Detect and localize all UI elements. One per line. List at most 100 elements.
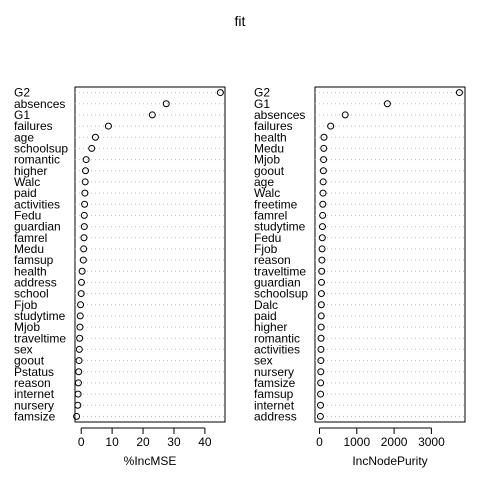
x-tick-label: 3000 (418, 435, 445, 449)
variable-label: famsize (14, 409, 56, 423)
chart-title: fit (235, 13, 246, 29)
data-point (319, 189, 327, 197)
variable-label: higher (254, 320, 287, 334)
variable-label: traveltime (254, 264, 306, 278)
data-point (82, 156, 90, 164)
variable-label: paid (254, 309, 277, 323)
data-point (80, 223, 88, 231)
data-point (319, 178, 327, 186)
data-point (81, 189, 89, 197)
data-point (383, 100, 391, 108)
variable-label: reason (254, 253, 291, 267)
data-point (317, 312, 325, 320)
x-tick-label: 20 (136, 435, 150, 449)
variable-label: age (254, 175, 274, 189)
variable-label: school (14, 287, 49, 301)
data-point (317, 290, 325, 298)
data-point (78, 267, 86, 275)
variable-label: nursery (254, 365, 294, 379)
x-tick-label: 30 (167, 435, 181, 449)
data-point (73, 412, 81, 420)
variable-label: nursery (14, 398, 54, 412)
data-point (75, 357, 83, 365)
data-point (77, 301, 85, 309)
data-point (74, 401, 82, 409)
data-point (76, 323, 84, 331)
data-point (162, 100, 170, 108)
variable-label: traveltime (14, 331, 66, 345)
variable-label: goout (254, 164, 285, 178)
data-point (317, 345, 325, 353)
data-point (77, 278, 85, 286)
variable-label: G1 (14, 108, 30, 122)
data-point (317, 368, 325, 376)
variable-label: schoolsup (14, 141, 68, 155)
data-point (319, 167, 327, 175)
variable-label: paid (14, 186, 37, 200)
variable-label: sex (14, 342, 33, 356)
data-point (341, 111, 349, 119)
data-point (316, 412, 324, 420)
data-point (216, 89, 224, 97)
variable-label: romantic (14, 153, 60, 167)
data-point (319, 200, 327, 208)
data-point (79, 256, 87, 264)
data-point (75, 368, 83, 376)
data-point (74, 390, 82, 398)
data-point (80, 245, 88, 253)
variable-label: activities (14, 197, 60, 211)
data-point (317, 379, 325, 387)
variable-label: studytime (14, 309, 66, 323)
data-point (317, 401, 325, 409)
variable-label: internet (14, 387, 55, 401)
variable-label: guardian (14, 220, 61, 234)
data-point (317, 390, 325, 398)
data-point (318, 245, 326, 253)
data-point (77, 290, 85, 298)
data-point (318, 234, 326, 242)
panel-1: G2absencesG1failuresageschoolsupromantic… (14, 86, 226, 468)
data-point (318, 267, 326, 275)
variable-label: studytime (254, 220, 306, 234)
data-point (319, 211, 327, 219)
variable-label: failures (254, 119, 293, 133)
data-point (81, 200, 89, 208)
panel-2: G2G1absencesfailureshealthMeduMjobgoouta… (254, 86, 466, 468)
variable-label: G1 (254, 97, 270, 111)
variable-label: Medu (14, 242, 44, 256)
x-tick-label: 0 (316, 435, 323, 449)
variable-label: famrel (254, 208, 287, 222)
variable-label: health (14, 264, 47, 278)
variable-label: guardian (254, 275, 301, 289)
x-tick-label: 2000 (381, 435, 408, 449)
variable-label: freetime (254, 197, 298, 211)
data-point (91, 133, 99, 141)
variable-label: failures (14, 119, 53, 133)
x-axis-title: %IncMSE (124, 454, 177, 468)
variable-label: internet (254, 398, 295, 412)
data-point (317, 301, 325, 309)
data-point (318, 223, 326, 231)
data-point (80, 211, 88, 219)
variable-label: Fjob (254, 242, 278, 256)
variable-label: Walc (254, 186, 280, 200)
variable-label: reason (14, 376, 51, 390)
data-point (320, 144, 328, 152)
data-point (82, 167, 90, 175)
data-point (317, 334, 325, 342)
variable-label: famsup (14, 253, 54, 267)
variable-label: Walc (14, 175, 40, 189)
variable-label: Fedu (14, 208, 41, 222)
data-point (74, 379, 82, 387)
variable-label: Fedu (254, 231, 281, 245)
variable-label: higher (14, 164, 47, 178)
data-point (81, 178, 89, 186)
x-tick-label: 1000 (343, 435, 370, 449)
variable-label: famsize (254, 376, 296, 390)
variable-label: Mjob (254, 153, 280, 167)
data-point (455, 89, 463, 97)
data-point (76, 312, 84, 320)
variable-label: Fjob (14, 298, 38, 312)
variable-label: Mjob (14, 320, 40, 334)
